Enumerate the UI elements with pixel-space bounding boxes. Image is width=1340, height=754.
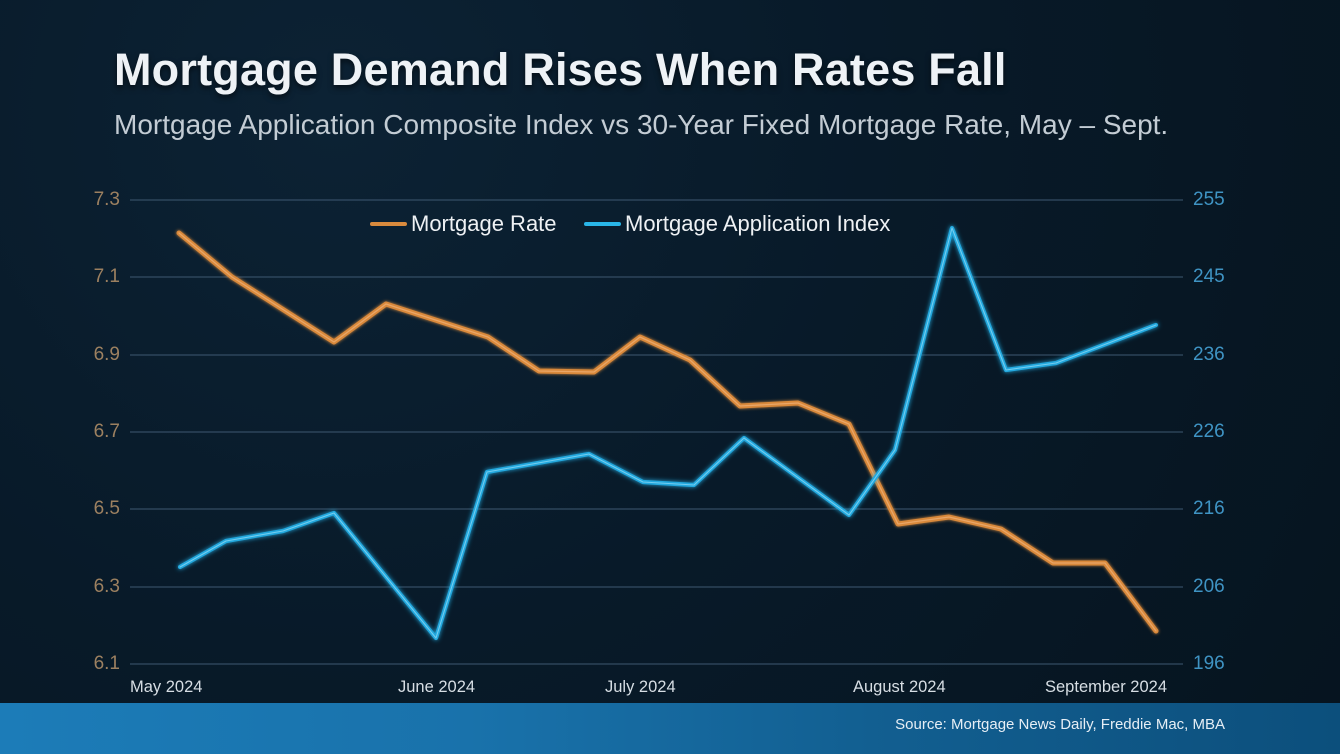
svg-text:196: 196 [1193,653,1225,674]
svg-text:226: 226 [1193,421,1225,442]
svg-text:May 2024: May 2024 [130,678,202,696]
svg-text:236: 236 [1193,344,1225,365]
svg-text:6.1: 6.1 [94,653,120,674]
svg-text:6.3: 6.3 [94,576,120,597]
svg-text:6.9: 6.9 [94,344,120,365]
svg-text:216: 216 [1193,498,1225,519]
svg-text:6.5: 6.5 [94,498,120,519]
svg-text:June 2024: June 2024 [398,678,475,696]
svg-text:July 2024: July 2024 [605,678,676,696]
svg-text:255: 255 [1193,189,1225,210]
svg-text:September 2024: September 2024 [1045,678,1167,696]
svg-text:245: 245 [1193,266,1225,287]
svg-text:7.3: 7.3 [94,189,120,210]
svg-text:Mortgage Application Index: Mortgage Application Index [625,211,890,236]
svg-text:Mortgage Rate: Mortgage Rate [411,211,557,236]
svg-text:7.1: 7.1 [94,266,120,287]
svg-text:August 2024: August 2024 [853,678,946,696]
svg-text:206: 206 [1193,576,1225,597]
svg-text:6.7: 6.7 [94,421,120,442]
